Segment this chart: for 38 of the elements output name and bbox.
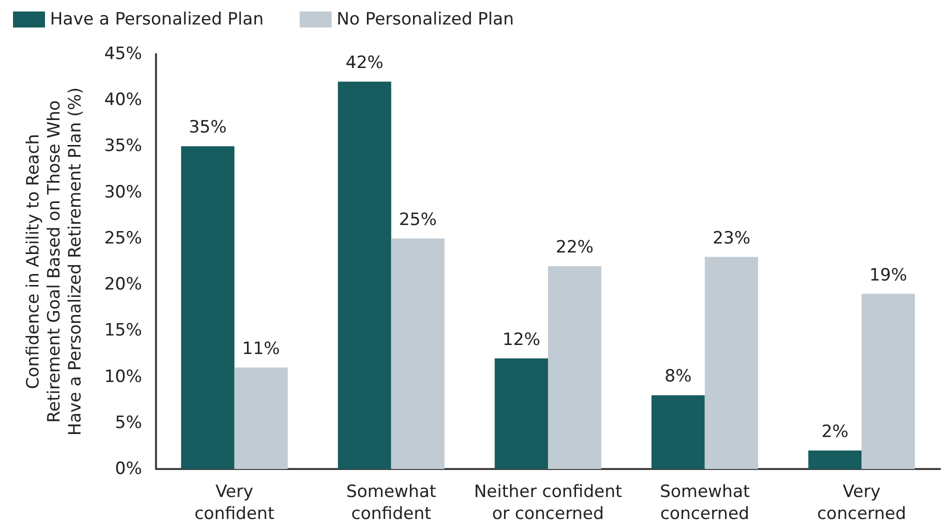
bar (181, 146, 234, 469)
x-tick-label: Neither confident or concerned (474, 482, 622, 524)
y-tick-label: 40% (104, 90, 142, 110)
data-label: 22% (556, 238, 594, 258)
bar (548, 266, 602, 469)
y-axis-title: Confidence in Ability to Reach Retirement Goal Based on Those Who Have a Personalized Retirement Plan (%) (24, 87, 86, 436)
data-label: 12% (502, 330, 540, 350)
y-tick-label: 30% (104, 182, 142, 202)
x-tick-label: Very confident (194, 482, 275, 524)
bar (391, 238, 445, 469)
data-label: 11% (242, 339, 280, 360)
data-label: 23% (712, 228, 750, 248)
y-tick-label: 45% (104, 44, 142, 64)
y-tick-label: 35% (104, 136, 142, 156)
y-tick-label: 25% (104, 228, 142, 248)
legend-label: No Personalized Plan (336, 10, 514, 30)
data-label: 42% (346, 53, 384, 74)
data-label: 25% (398, 210, 437, 230)
data-label: 2% (821, 422, 848, 442)
bar (862, 294, 915, 469)
y-tick-label: 15% (104, 320, 142, 341)
y-tick-label: 5% (115, 412, 142, 433)
bar (808, 450, 862, 469)
data-label: 8% (664, 366, 692, 387)
y-tick-label: 0% (115, 459, 142, 479)
data-label: 35% (188, 118, 227, 138)
bar (704, 256, 758, 469)
y-tick-label: 10% (104, 366, 142, 387)
bar (494, 358, 548, 469)
bar (338, 82, 392, 469)
legend-label: Have a Personalized Plan (50, 10, 264, 30)
x-tick-label: Somewhat concerned (660, 482, 750, 524)
bar (651, 395, 705, 469)
x-tick-label: Somewhat confident (346, 482, 437, 524)
y-tick-label: 20% (104, 274, 142, 295)
data-label: 19% (869, 265, 908, 286)
bar (234, 368, 288, 469)
x-tick-label: Very concerned (817, 482, 906, 524)
